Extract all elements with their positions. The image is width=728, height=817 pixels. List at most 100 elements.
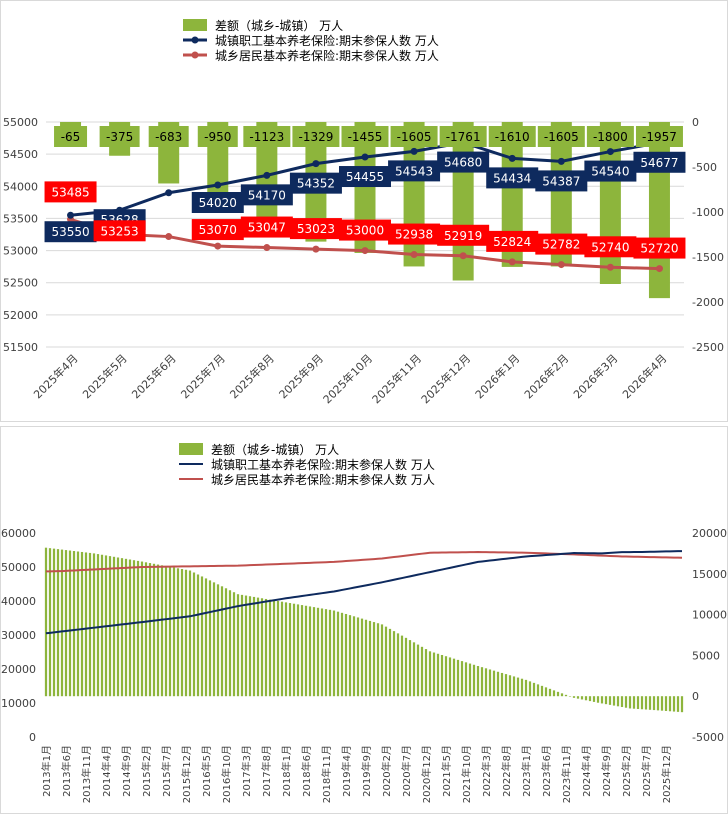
diff-bar	[328, 609, 332, 697]
rural-point	[508, 258, 516, 266]
urban-label-box	[584, 160, 637, 182]
diff-bar	[532, 682, 536, 697]
right-tick-label: -500	[692, 161, 717, 174]
diff-bar	[56, 549, 60, 697]
diff-bar	[412, 642, 416, 697]
rural-data-label: 53047	[248, 221, 286, 235]
diff-bar	[500, 672, 504, 697]
left-tick-label: 55000	[3, 116, 38, 129]
diff-bar	[384, 626, 388, 697]
rural-label-box	[388, 223, 441, 245]
diff-bar	[212, 582, 216, 697]
right-tick-label: 0	[692, 690, 699, 703]
diff-data-label: -1605	[544, 130, 579, 144]
x-tick-label: 2017年8月	[260, 745, 273, 797]
diff-bar	[648, 696, 652, 710]
diff-bar	[260, 598, 264, 697]
diff-bar	[112, 556, 116, 697]
rural-point	[361, 247, 369, 255]
diff-bar	[584, 696, 588, 701]
top-chart-panel: 51500 52000 52500 53000 53500 54000 54500 55000…	[0, 0, 728, 422]
urban-label-box	[191, 192, 244, 213]
urban-label-box	[339, 166, 391, 188]
x-tick-label: 2015年7月	[160, 745, 173, 797]
diff-bar	[160, 565, 164, 697]
diff-bar	[144, 562, 148, 697]
diff-bar	[672, 696, 676, 712]
urban-point	[361, 153, 369, 161]
diff-bar	[352, 616, 356, 697]
rural-data-label: 52938	[395, 228, 433, 242]
diff-bar	[492, 670, 496, 697]
x-tick-label: 2015年2月	[140, 745, 153, 797]
diff-bar	[416, 644, 420, 697]
diff-data-label: -1761	[446, 130, 481, 144]
legend-label: 城镇职工基本养老保险:期末参保人数 万人	[215, 33, 439, 48]
top-chart-svg: 51500 52000 52500 53000 53500 54000 54500 55000…	[3, 19, 724, 406]
legend-label: 城乡居民基本养老保险:期末参保人数 万人	[215, 48, 439, 63]
diff-bar	[652, 696, 656, 711]
x-tick-label: 2020年12月	[420, 745, 433, 803]
diff-bar	[64, 550, 68, 697]
x-tick-label: 2025年8月	[227, 351, 277, 401]
x-tick-label: 2016年5月	[200, 745, 213, 797]
urban-data-label: 54020	[199, 196, 237, 210]
diff-bar	[360, 618, 364, 697]
rural-data-label: 52919	[444, 229, 482, 243]
diff-bar	[580, 696, 584, 700]
urban-label-box	[44, 221, 97, 243]
diff-bar	[664, 696, 668, 711]
diff-bar	[472, 664, 476, 697]
urban-data-label: 54680	[444, 156, 482, 170]
diff-bar	[440, 654, 444, 697]
legend-label: 差额（城乡-城镇） 万人	[211, 443, 339, 457]
diff-bar	[300, 605, 304, 697]
diff-bar	[80, 551, 84, 697]
urban-point	[557, 157, 565, 165]
rural-label-box	[240, 216, 293, 238]
diff-bar	[640, 696, 644, 710]
diff-bar	[96, 554, 100, 697]
diff-bar	[152, 563, 156, 697]
diff-bar	[76, 551, 80, 697]
diff-bar	[524, 679, 528, 697]
diff-bar	[604, 696, 608, 705]
left-tick-label: 54500	[3, 148, 38, 161]
diff-bar	[304, 605, 308, 697]
rural-data-label: 52720	[640, 242, 678, 256]
rural-label-box	[486, 230, 539, 252]
diff-label-box	[243, 126, 291, 147]
rural-point	[459, 252, 467, 260]
rural-data-label: 53000	[346, 224, 384, 238]
diff-bar	[68, 550, 72, 697]
rural-label-box	[535, 233, 588, 255]
x-tick-label: 2015年12月	[180, 745, 193, 803]
diff-bar	[508, 675, 512, 697]
diff-bar	[52, 548, 56, 697]
x-tick-label: 2025年12月	[660, 745, 673, 803]
x-tick-label: 2020年2月	[380, 745, 393, 797]
diff-bar	[288, 603, 292, 697]
diff-bar	[364, 619, 368, 697]
diff-bar	[408, 640, 412, 697]
x-tick-label: 2026年2月	[521, 351, 571, 401]
diff-bar	[512, 676, 516, 697]
diff-bar	[550, 122, 572, 267]
x-tick-label: 2023年6月	[540, 745, 553, 797]
x-tick-label: 2020年7月	[400, 745, 413, 797]
diff-data-label: -1610	[495, 130, 530, 144]
diff-bar	[612, 696, 616, 706]
diff-bar	[268, 599, 272, 697]
rural-data-label: 53023	[297, 222, 335, 236]
diff-bar	[232, 592, 236, 697]
diff-bar	[192, 572, 196, 697]
diff-bar	[184, 569, 188, 697]
diff-bar	[588, 696, 592, 702]
diff-bar	[420, 646, 424, 697]
diff-bar	[624, 696, 628, 708]
legend-label: 差额（城乡-城镇） 万人	[215, 19, 343, 33]
diff-bar	[44, 547, 48, 697]
x-tick-label: 2022年8月	[500, 745, 513, 797]
diff-bar	[188, 570, 192, 697]
x-tick-label: 2025年12月	[418, 351, 473, 406]
